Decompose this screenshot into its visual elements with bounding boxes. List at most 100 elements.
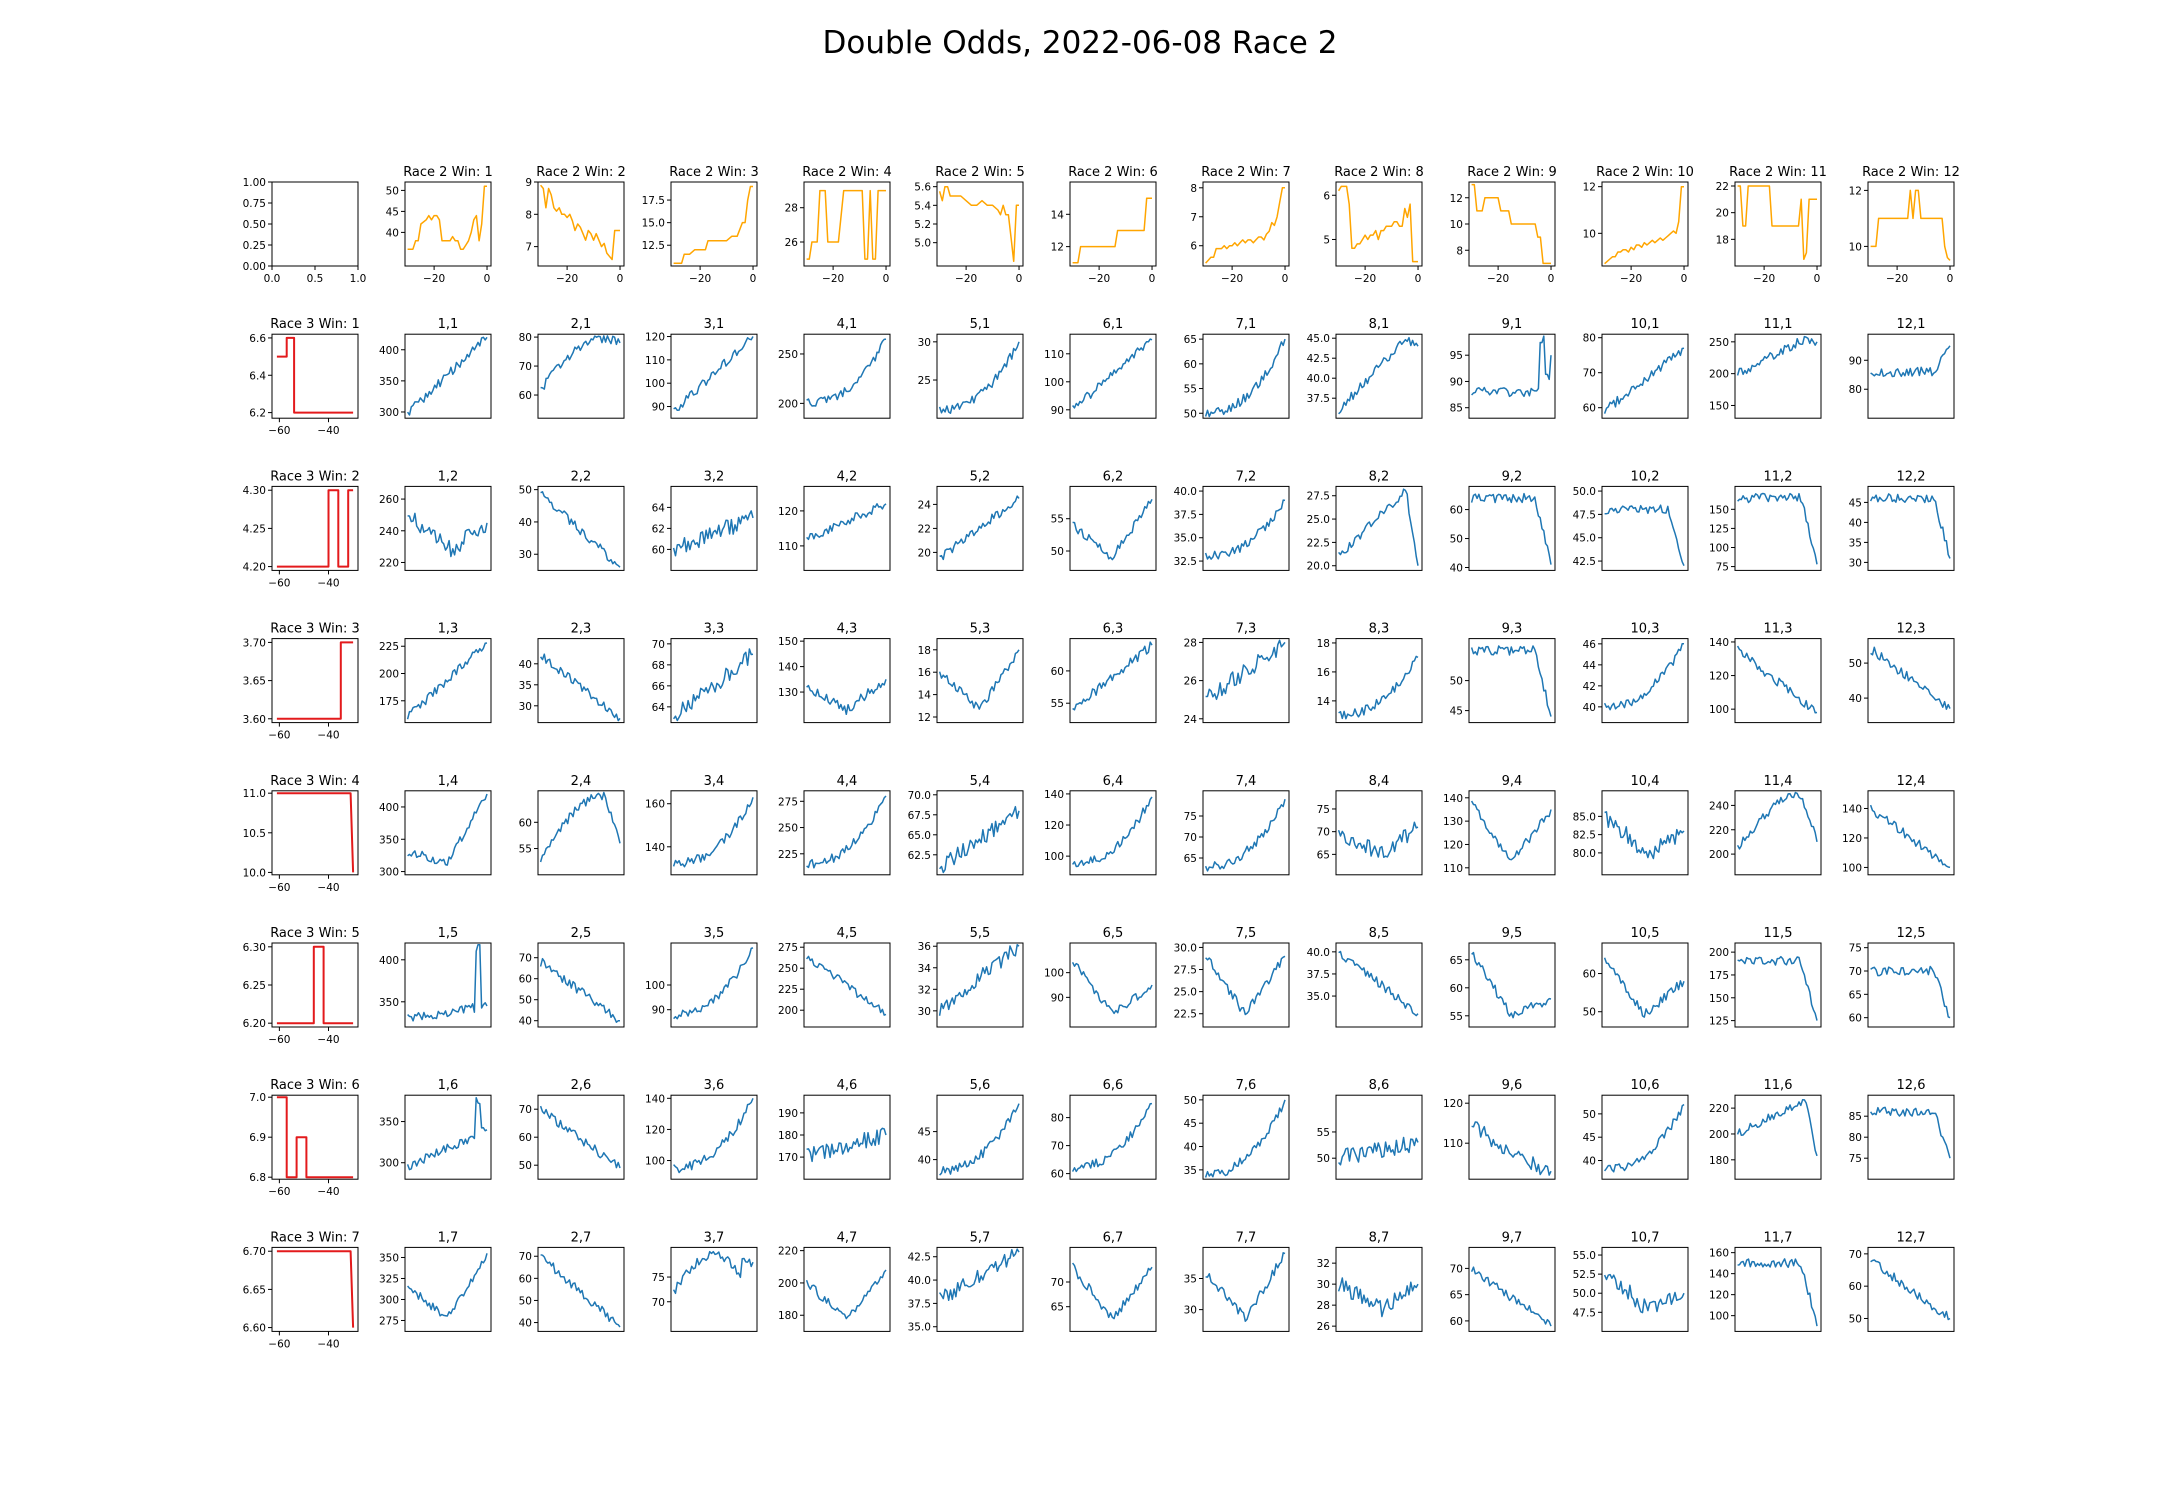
panel-title: Race 2 Win: 1 — [403, 165, 493, 180]
axes-frame — [1335, 1094, 1423, 1180]
y-tick-label: 22 — [1716, 181, 1729, 193]
panel-title: 12,6 — [1897, 1078, 1926, 1093]
series-line — [1205, 187, 1285, 264]
y-tick-label: 6.70 — [243, 1246, 266, 1258]
y-tick-label: 120 — [1044, 820, 1064, 832]
panel-title: 7,7 — [1236, 1230, 1257, 1245]
panel-title: 8,7 — [1369, 1230, 1390, 1245]
y-tick-label: 10 — [1849, 241, 1862, 253]
panel-title: 1,5 — [438, 926, 459, 941]
x-tick-label: −20 — [955, 273, 977, 285]
y-tick-label: 3.70 — [243, 637, 266, 649]
series-line — [1071, 961, 1153, 1015]
y-tick-label: 42.5 — [908, 1252, 931, 1264]
axes-frame — [1202, 1246, 1290, 1332]
panel-1-1: 1,1 300 350 400 — [379, 317, 492, 419]
y-tick-label: 350 — [379, 834, 399, 846]
panel-0-0: 0.00 0.25 0.50 0.75 1.00 0.0 0.5 1.0 — [243, 177, 367, 285]
x-tick-label: −40 — [317, 730, 339, 742]
axes-frame — [271, 942, 359, 1028]
y-tick-label: 18 — [1716, 234, 1729, 246]
y-tick-label: 90 — [652, 402, 665, 414]
y-tick-label: 50 — [519, 1160, 532, 1172]
series-line — [672, 648, 754, 722]
y-tick-label: 35 — [1849, 537, 1862, 549]
panel-title: Race 2 Win: 8 — [1334, 165, 1424, 180]
y-tick-label: 50 — [1849, 1313, 1862, 1325]
y-tick-label: 85 — [1450, 403, 1463, 415]
axes-frame — [1601, 485, 1689, 571]
panel-0-3: Race 2 Win: 3 12.5 15.0 17.5 −20 0 — [642, 165, 759, 285]
axes-frame — [1468, 485, 1556, 571]
series-line — [1338, 655, 1419, 720]
y-tick-label: 37.5 — [908, 1298, 931, 1310]
panel-3-12: 12,3 40 50 — [1849, 622, 1955, 724]
panel-3-11: 11,3 100 120 140 — [1709, 622, 1822, 724]
y-tick-label: 325 — [379, 1273, 399, 1285]
series-line — [1338, 488, 1419, 566]
panel-0-11: Race 2 Win: 11 18 20 22 −20 0 — [1716, 165, 1827, 285]
y-tick-label: 6.2 — [249, 408, 266, 420]
axes-frame — [803, 638, 891, 724]
series-line — [939, 1103, 1020, 1176]
panel-6-11: 11,6 180 200 220 — [1709, 1078, 1822, 1180]
y-tick-label: 30.0 — [1174, 942, 1197, 954]
axes-frame — [1069, 1246, 1157, 1332]
panel-4-2: 2,4 55 60 — [519, 774, 625, 876]
series-line — [1471, 183, 1551, 265]
y-tick-label: 42.5 — [1573, 556, 1596, 568]
panel-title: 6,5 — [1103, 926, 1124, 941]
panel-title: Race 3 Win: 1 — [270, 317, 360, 332]
y-tick-label: 250 — [1709, 337, 1729, 349]
panel-title: 12,3 — [1897, 622, 1926, 637]
axes-frame — [271, 181, 359, 267]
axes-frame — [537, 790, 625, 876]
series-line — [673, 185, 753, 265]
series-line — [1604, 504, 1685, 567]
panel-2-2: 2,2 30 40 50 — [519, 469, 625, 571]
y-tick-label: 30 — [1317, 1279, 1330, 1291]
series-line — [1204, 1099, 1286, 1178]
panel-7-10: 10,7 47.5 50.0 52.5 55.0 — [1573, 1230, 1689, 1332]
axes-frame — [936, 1094, 1024, 1180]
y-tick-label: 12 — [918, 712, 931, 724]
panel-title: 4,4 — [837, 774, 858, 789]
y-tick-label: 45.0 — [1573, 533, 1596, 545]
series-line — [1604, 1103, 1685, 1173]
y-tick-label: 6.30 — [243, 942, 266, 954]
panel-title: 5,4 — [970, 774, 991, 789]
y-tick-label: 18 — [1317, 638, 1330, 650]
y-tick-label: 70.0 — [908, 790, 931, 802]
y-tick-label: 350 — [379, 997, 399, 1009]
y-tick-label: 60 — [519, 390, 532, 402]
axes-frame — [936, 333, 1024, 419]
y-tick-label: 200 — [1709, 1129, 1729, 1141]
y-tick-label: 35.0 — [908, 1322, 931, 1334]
panel-title: 11,2 — [1764, 469, 1793, 484]
panel-title: Race 2 Win: 7 — [1201, 165, 1291, 180]
panel-title: 10,6 — [1631, 1078, 1660, 1093]
y-tick-label: 40 — [918, 1155, 931, 1167]
panel-title: 1,3 — [438, 622, 459, 637]
panel-4-7: 7,4 65 70 75 — [1184, 774, 1290, 876]
y-tick-label: 240 — [1709, 800, 1729, 812]
y-tick-label: 65 — [1450, 955, 1463, 967]
panel-0-1: Race 2 Win: 1 40 45 50 −20 0 — [386, 165, 493, 285]
panel-7-2: 2,7 40 50 60 70 — [519, 1230, 625, 1332]
y-tick-label: 225 — [778, 984, 798, 996]
series-line — [1870, 965, 1951, 1019]
y-tick-label: 60 — [1450, 505, 1463, 517]
y-tick-label: 37.5 — [1307, 393, 1330, 405]
panel-title: 7,3 — [1236, 622, 1257, 637]
x-tick-label: −20 — [1088, 273, 1110, 285]
panel-4-5: 5,4 62.5 65.0 67.5 70.0 — [908, 774, 1024, 876]
axes-frame — [271, 1094, 359, 1180]
series-line — [539, 653, 621, 722]
panel-3-6: 6,3 55 60 — [1051, 622, 1157, 724]
panel-title: 2,2 — [571, 469, 592, 484]
axes-frame — [1468, 1246, 1556, 1332]
panel-title: 9,6 — [1502, 1078, 1523, 1093]
y-tick-label: 70 — [1317, 827, 1330, 839]
panel-5-3: 3,5 90 100 — [645, 926, 758, 1028]
x-tick-label: 0 — [750, 273, 757, 285]
